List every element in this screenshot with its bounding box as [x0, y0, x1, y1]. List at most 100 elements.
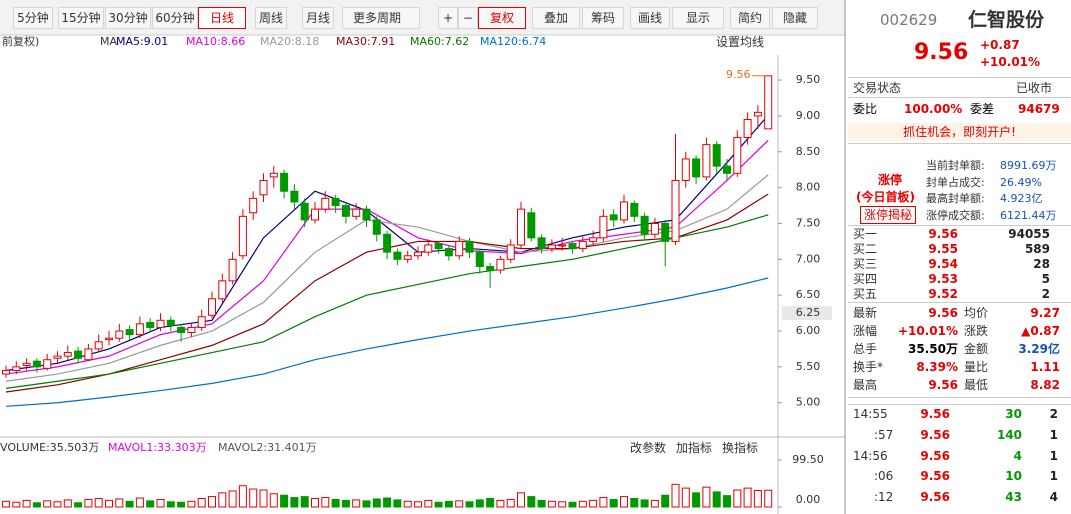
volume-bar	[84, 498, 93, 508]
volume-bar	[475, 499, 484, 508]
period-tab[interactable]: 5分钟	[13, 7, 53, 29]
period-tab[interactable]: 30分钟	[105, 7, 151, 29]
candle-body	[630, 202, 639, 217]
volume-bar	[63, 499, 72, 508]
high-note: 9.56	[726, 68, 751, 81]
period-tab[interactable]: 日线	[198, 7, 246, 29]
volume-bar	[115, 498, 124, 508]
volume-legend: MAVOL1:33.303万	[108, 441, 207, 454]
volume-bar	[53, 501, 62, 508]
candle-body	[609, 214, 618, 221]
period-tab[interactable]: 月线	[302, 7, 334, 29]
volume-bar	[723, 495, 731, 508]
label: 买五	[853, 287, 878, 301]
toolbar-button[interactable]: 复权	[478, 7, 526, 29]
candle-body	[568, 243, 577, 250]
banner[interactable]: 抓住机会，即刻开户!	[848, 123, 1071, 141]
volume-bar	[300, 496, 309, 508]
volume-bar	[630, 497, 639, 508]
time: 14:55	[853, 407, 888, 421]
candle-body	[764, 75, 773, 130]
volume-bar	[496, 499, 505, 508]
period-tab[interactable]: 更多周期	[342, 7, 420, 29]
toolbar-button[interactable]: 筹码	[582, 7, 624, 29]
label: 最新	[853, 306, 878, 320]
value: 94055	[1008, 227, 1050, 241]
volume-bar	[43, 500, 52, 508]
label: 委差	[970, 102, 995, 116]
volume-bar	[32, 502, 41, 508]
candle-body	[475, 251, 484, 268]
volume-bar	[311, 497, 319, 508]
toolbar-button[interactable]: 简约	[730, 7, 770, 29]
indicator-button[interactable]: 改参数	[630, 441, 667, 455]
label: 换手*	[853, 360, 884, 374]
volume-legend: MAVOL2:31.401万	[218, 441, 317, 454]
value: 1	[1049, 428, 1058, 442]
value: 2	[1041, 287, 1050, 301]
value: ▲0.87	[1021, 324, 1060, 338]
time: :12	[874, 490, 894, 504]
value: 9.53	[928, 272, 958, 286]
period-tab[interactable]: 60分钟	[152, 7, 198, 29]
volume-bar	[681, 487, 690, 508]
toolbar-button[interactable]: +	[438, 7, 458, 29]
y-tick-label: 5.50	[796, 360, 821, 373]
label: 买三	[853, 257, 878, 271]
candle-body	[496, 258, 505, 271]
pct: +10.01%	[980, 55, 1041, 69]
toolbar-button[interactable]: −	[458, 7, 478, 29]
y-tick-label: 8.50	[796, 145, 821, 158]
value: 35.50万	[908, 342, 958, 356]
indicator-button[interactable]: 加指标	[676, 441, 713, 455]
candle-body	[692, 158, 701, 178]
toolbar-button[interactable]: 隐藏	[772, 7, 818, 29]
settings-button[interactable]: 设置均线	[716, 35, 765, 49]
chart: 9.50 9.00 8.50 8.00 7.50 7.00 6.50 6.00 5.50 5.00…	[0, 0, 846, 514]
candle-body	[424, 244, 433, 253]
period-tab[interactable]: 周线	[255, 7, 287, 29]
candle-body	[517, 208, 525, 246]
candle-body	[249, 197, 258, 214]
label: 涨跌	[964, 324, 989, 338]
limit-reveal[interactable]: 涨停揭秘	[860, 206, 917, 224]
candle-body	[640, 215, 649, 235]
volume-bar	[578, 500, 587, 508]
value: 8.82	[1030, 378, 1060, 392]
candle-body	[599, 215, 608, 239]
volume-bar	[269, 493, 278, 508]
volume-bar	[238, 485, 247, 508]
indicator-button[interactable]: 换指标	[722, 441, 759, 455]
value: 9.54	[928, 257, 958, 271]
value: 43	[1005, 490, 1022, 504]
value: 9.56	[920, 449, 950, 463]
candle-body	[74, 350, 83, 359]
candle-body	[620, 201, 628, 221]
value: 10	[1005, 469, 1022, 483]
y-tick-label: 5.00	[796, 396, 821, 409]
ma-legend: MA120:6.74	[480, 35, 547, 48]
candle-body	[383, 233, 392, 253]
change: +0.87	[980, 38, 1020, 52]
v-tick-label: 0.00	[796, 493, 821, 506]
volume-bar	[403, 500, 412, 508]
ma-label: MA	[100, 35, 118, 48]
candle-body	[712, 144, 721, 167]
toolbar-button[interactable]: 画线	[630, 7, 670, 29]
volume-bar	[753, 489, 762, 508]
y-tick-label: 7.00	[796, 252, 821, 265]
stock-code: 002629	[880, 11, 938, 29]
label: 最低	[964, 378, 989, 392]
toolbar-button[interactable]: 显示	[672, 7, 724, 29]
candle-body	[527, 212, 536, 239]
value: 6121.44万	[1000, 208, 1057, 222]
candle-body	[681, 158, 690, 181]
ma-line	[5, 277, 769, 407]
candle-body	[589, 237, 598, 242]
toolbar-button[interactable]: 叠加	[532, 7, 580, 29]
volume-bar	[455, 500, 464, 508]
candle-body	[331, 197, 340, 207]
volume-bar	[620, 496, 628, 508]
volume-bar	[362, 500, 371, 508]
period-tab[interactable]: 15分钟	[58, 7, 104, 29]
